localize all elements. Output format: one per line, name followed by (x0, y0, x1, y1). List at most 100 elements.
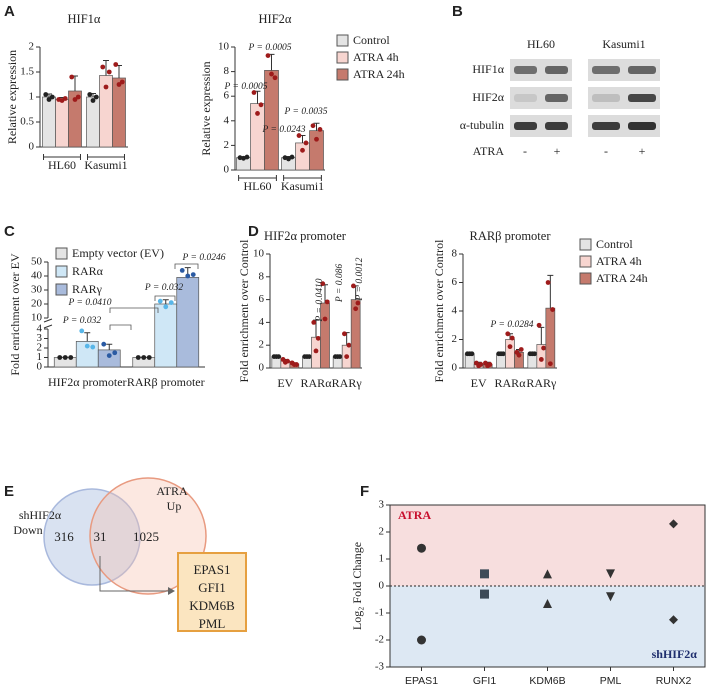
y-tick-label: 2 (224, 139, 230, 151)
y-axis-label: Fold enrichment over Control (432, 239, 446, 383)
marker (606, 569, 615, 579)
significance-bracket (109, 307, 159, 313)
panel-label: D (248, 223, 259, 240)
y-tick-label: 4 (37, 323, 43, 335)
y-tick-label: 2 (452, 333, 458, 345)
data-point (190, 272, 196, 277)
data-point (179, 268, 185, 273)
venn-count: 1025 (133, 529, 159, 544)
data-point (487, 362, 493, 367)
y-tick-label: 50 (31, 256, 43, 268)
y-tick-label: 10 (218, 41, 230, 53)
data-point (516, 352, 522, 358)
bar (505, 339, 515, 369)
x-tick-label: GFI1 (473, 675, 496, 687)
gene-box (177, 552, 247, 632)
bar (154, 303, 178, 368)
data-point (285, 358, 290, 364)
y-tick-label: 1.5 (20, 66, 34, 78)
y-tick-label: 3 (379, 499, 385, 511)
significance-bracket (154, 295, 176, 301)
blot-panel (510, 115, 572, 137)
panel-label: E (4, 483, 14, 500)
data-point (185, 273, 191, 279)
y-tick-label: 4 (452, 305, 458, 317)
annotation: P = 0.032 (62, 316, 101, 326)
data-point (90, 344, 96, 350)
chart-title: HIF2α promoter (264, 229, 347, 243)
data-point (324, 299, 330, 305)
x-tick-label: PML (600, 675, 622, 687)
y-tick-label: 10 (253, 248, 265, 260)
gene-name: PML (199, 616, 226, 631)
data-point (100, 64, 106, 70)
data-point (119, 79, 125, 85)
marker (480, 569, 489, 579)
bar (86, 96, 100, 148)
y-tick-label: 20 (31, 298, 43, 310)
data-point (141, 355, 147, 360)
blot-band (592, 94, 620, 102)
blot-band (592, 66, 620, 74)
legend-swatch (55, 247, 68, 260)
data-point (103, 84, 109, 90)
bar (42, 96, 56, 148)
axis-break (43, 318, 53, 323)
blot-row-label: HIF1α (472, 62, 504, 76)
venn-label: ATRA (156, 484, 188, 498)
lane-label: + (639, 144, 646, 158)
data-point (62, 96, 68, 101)
data-point (146, 355, 152, 360)
marker (669, 519, 678, 529)
marker (417, 543, 426, 553)
y-tick-label: 4 (259, 316, 265, 328)
data-point (313, 348, 319, 354)
blot-panel (588, 87, 660, 109)
annotation: P = 0.032 (144, 283, 183, 293)
data-point (272, 75, 278, 81)
blot-band (628, 66, 656, 74)
blot-band (514, 66, 537, 74)
data-point (163, 304, 169, 310)
y-axis-label: Relative expression (199, 61, 213, 155)
data-point (43, 92, 49, 97)
data-point (289, 154, 295, 160)
y-tick-label: 0 (259, 362, 265, 374)
blot-band (628, 122, 656, 130)
data-point (93, 94, 99, 100)
blot-panel (510, 59, 572, 81)
y-tick-label: 4 (224, 114, 230, 126)
data-point (57, 355, 63, 360)
data-point (547, 361, 553, 367)
y-tick-label: 2 (37, 342, 43, 354)
significance-bracket (174, 263, 199, 269)
venn-count: 316 (54, 529, 74, 544)
data-point (244, 154, 250, 160)
data-point (311, 320, 317, 325)
data-point (75, 94, 81, 100)
bar (295, 142, 310, 171)
blot-column-label: Kasumi1 (602, 37, 645, 51)
gene-name: KDM6B (189, 598, 235, 613)
y-tick-label: 0 (37, 361, 43, 373)
data-point (168, 300, 174, 305)
y-axis-label: Relative expression (5, 50, 19, 144)
data-point (346, 342, 352, 348)
data-point (469, 351, 475, 357)
y-tick-label: 40 (31, 270, 43, 282)
data-point (68, 355, 74, 360)
venn-label: Down (13, 523, 42, 537)
data-point (322, 316, 328, 322)
y-axis-label: Fold enrichment over EV (8, 253, 22, 376)
bar (112, 77, 126, 148)
data-point (353, 306, 359, 312)
x-tick-label: HL60 (244, 179, 272, 193)
x-tick-label: RARγ (526, 376, 557, 390)
data-point (314, 136, 319, 142)
x-tick-label: KDM6B (529, 675, 565, 687)
axis-break (43, 324, 53, 329)
venn-label: shHIF2α (19, 508, 62, 522)
region-label: shHIF2α (652, 647, 698, 661)
y-tick-label: 0 (29, 141, 35, 153)
blot-panel (510, 87, 572, 109)
